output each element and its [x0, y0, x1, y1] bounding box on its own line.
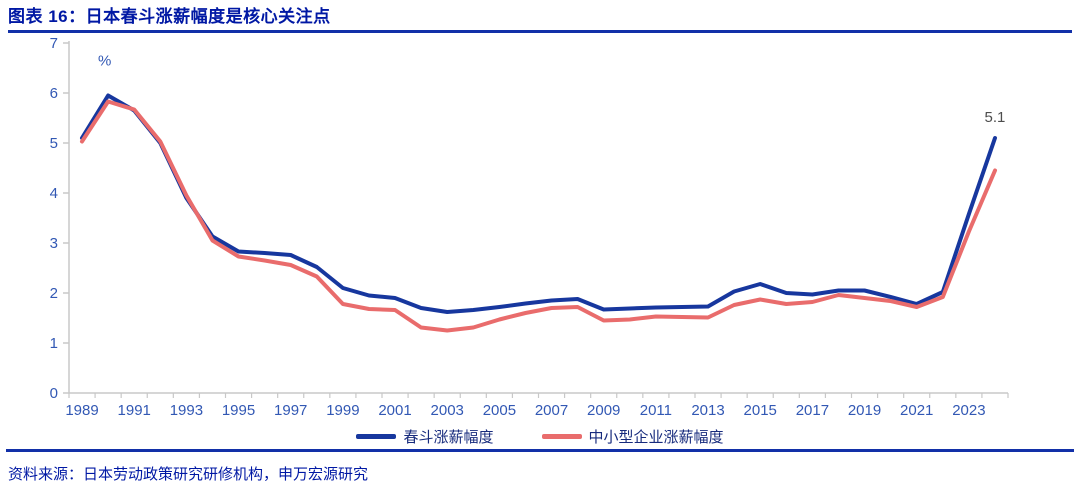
shunto-series-line: [80, 93, 997, 314]
x-tick-label: 2003: [431, 402, 464, 419]
x-tick-label: 2021: [900, 402, 933, 419]
sme-series-line: [80, 99, 997, 333]
y-tick-label: 0: [50, 385, 58, 402]
x-tick-label: 2005: [483, 402, 516, 419]
x-tick-label: 2019: [848, 402, 881, 419]
x-tick-label: 2011: [640, 402, 672, 419]
y-tick-label: 5: [50, 135, 58, 152]
source-note: 资料来源：日本劳动政策研究研修机构，申万宏源研究: [8, 466, 369, 483]
footer-divider: [6, 449, 1074, 452]
x-tick-label: 2009: [587, 402, 620, 419]
y-tick-label: 6: [50, 85, 58, 102]
x-tick-label: 2023: [952, 402, 985, 419]
figure-header: 图表 16：日本春斗涨薪幅度是核心关注点: [0, 0, 1080, 33]
x-tick-label: 1995: [222, 402, 255, 419]
sme-line-swatch: [541, 433, 582, 439]
x-tick-label: 2013: [691, 402, 724, 419]
y-tick-label: 4: [50, 185, 58, 202]
x-tick-label: 1993: [170, 402, 203, 419]
endpoint-value-label: 5.1: [985, 109, 1006, 126]
x-tick-label: 2001: [378, 402, 411, 419]
x-tick-label: 2017: [796, 402, 829, 419]
x-tick-label: 1999: [326, 402, 359, 419]
y-axis-unit-label: %: [98, 53, 111, 70]
shunto-line-swatch: [356, 433, 397, 439]
y-tick-label: 3: [50, 235, 58, 252]
legend-item-sme: 中小型企业涨薪幅度: [541, 426, 724, 447]
y-tick-label: 7: [50, 35, 58, 52]
legend-label-shunto: 春斗涨薪幅度: [403, 428, 494, 446]
x-tick-label: 1991: [118, 402, 151, 419]
x-tick-label: 1989: [65, 402, 98, 419]
figure-title: 图表 16：日本春斗涨薪幅度是核心关注点: [8, 7, 331, 26]
y-tick-label: 1: [50, 335, 58, 352]
y-tick-label: 2: [50, 285, 58, 302]
chart-legend: 春斗涨薪幅度 中小型企业涨薪幅度: [0, 425, 1080, 447]
x-tick-label: 2015: [744, 402, 777, 419]
legend-item-shunto: 春斗涨薪幅度: [356, 426, 494, 447]
legend-label-sme: 中小型企业涨薪幅度: [588, 428, 724, 446]
x-tick-label: 1997: [274, 402, 307, 419]
shunto-wage-line-chart: 0 1 2 3 4 5 6 7 1989 1991 1993 1995 1997 1999 2001 2003…: [50, 35, 1009, 419]
title-underline: [8, 30, 1072, 33]
x-tick-label: 2007: [535, 402, 568, 419]
